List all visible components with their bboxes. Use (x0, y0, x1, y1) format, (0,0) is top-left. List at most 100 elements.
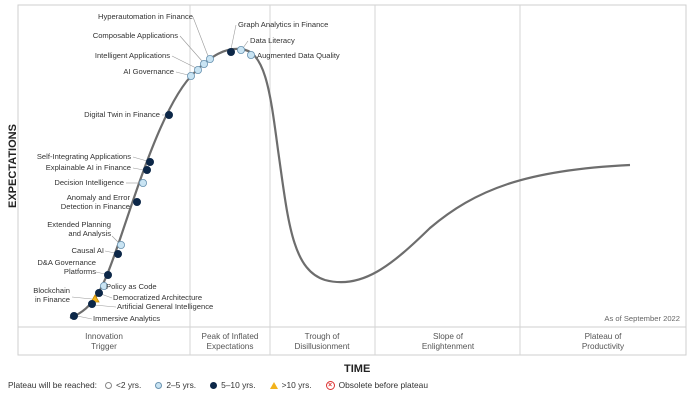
legend-label: 2–5 yrs. (166, 380, 197, 390)
leader-line (132, 156, 148, 162)
technology-label: Hyperautomation in Finance (98, 12, 193, 21)
leader-line (179, 35, 203, 62)
x-axis-title: TIME (344, 363, 370, 375)
technology-label: Detection in Finance (61, 202, 130, 211)
technology-label: Graph Analytics in Finance (238, 20, 328, 29)
leader-line (230, 24, 237, 50)
phase-label-line: Innovation (85, 332, 123, 341)
red-x-circle-icon: × (325, 380, 335, 390)
plot-frame (17, 4, 687, 356)
technology-layer: Hyperautomation in Finance Composable App… (33, 12, 340, 323)
technology-label: Extended Planning (47, 220, 111, 229)
legend-item-5to10: 5–10 yrs. (210, 380, 256, 390)
legend-item-gt10: >10 yrs. (269, 380, 312, 390)
technology-label: Democratized Architecture (113, 293, 202, 302)
leader-line (171, 55, 197, 69)
technology-label: Platforms (64, 267, 96, 276)
light-blue-circle-marker (186, 72, 195, 81)
dark-blue-circle-marker (145, 157, 154, 166)
technology-item: Graph Analytics in Finance (226, 20, 328, 57)
light-blue-circle-marker (193, 66, 202, 75)
as-of-note: As of September 2022 (604, 314, 680, 323)
phase-label-line: Peak of Inflated (202, 332, 259, 341)
technology-item: Hyperautomation in Finance (98, 12, 214, 64)
leader-line (76, 315, 93, 320)
leader-line (132, 167, 145, 171)
phase-label-line: Slope of (433, 332, 464, 341)
technology-item: Immersive Analytics (70, 311, 160, 323)
dark-blue-circle-marker (70, 311, 79, 320)
technology-item: Artificial General Intelligence (88, 299, 213, 311)
technology-label: in Finance (35, 295, 70, 304)
technology-item: Democratized Architecture (95, 288, 202, 302)
phase-label: Peak of Inflated Expectations (202, 332, 259, 351)
phase-label: Slope of Enlightenment (422, 332, 475, 351)
light-blue-circle-marker (100, 281, 109, 290)
technology-item: AI Governance (123, 67, 195, 81)
leader-line (175, 71, 189, 76)
technology-label: Composable Applications (93, 31, 178, 40)
legend-label: 5–10 yrs. (221, 380, 256, 390)
dark-blue-circle-icon (210, 381, 218, 389)
legend-title: Plateau will be reached: (8, 380, 97, 390)
phase-label: Innovation Trigger (85, 332, 123, 351)
legend: Plateau will be reached: <2 yrs. 2–5 yrs… (8, 378, 442, 392)
dark-blue-circle-marker (142, 165, 151, 174)
dark-blue-circle-marker (226, 48, 235, 57)
technology-item: Explainable AI in Finance (46, 163, 151, 174)
technology-label: Artificial General Intelligence (117, 302, 213, 311)
technology-label: D&A Governance (37, 258, 96, 267)
yellow-triangle-icon (269, 381, 278, 389)
hollow-circle-icon (104, 381, 112, 389)
phase-label-line: Enlightenment (422, 342, 475, 351)
technology-item: Policy as Code (100, 281, 157, 291)
technology-label: Immersive Analytics (93, 314, 160, 323)
dark-blue-circle-marker (132, 197, 141, 206)
technology-item: Decision Intelligence (54, 178, 147, 187)
leader-line (93, 304, 117, 308)
phase-label-line: Trigger (91, 342, 117, 351)
phase-label-line: Disillusionment (294, 342, 350, 351)
legend-item-obsolete: × Obsolete before plateau (325, 380, 428, 390)
technology-label: Data Literacy (250, 36, 295, 45)
leader-line (71, 296, 93, 300)
phase-label-line: Expectations (207, 342, 254, 351)
leader-line (100, 293, 113, 299)
leader-line (95, 271, 106, 275)
y-axis-title: EXPECTATIONS (7, 124, 19, 208)
phase-label: Trough of Disillusionment (294, 332, 350, 351)
phase-label-line: Plateau of (585, 332, 623, 341)
technology-label: Anomaly and Error (67, 193, 131, 202)
leader-line (111, 235, 120, 244)
light-blue-circle-marker (236, 46, 245, 55)
technology-item: Composable Applications (93, 31, 208, 69)
technology-label: Intelligent Applications (95, 51, 170, 60)
light-blue-circle-marker (246, 51, 255, 60)
technology-item: Intelligent Applications (95, 51, 202, 75)
technology-label: Decision Intelligence (54, 178, 124, 187)
technology-item: Self-Integrating Applications (37, 152, 154, 166)
phase-label-line: Trough of (305, 332, 340, 341)
leader-line (104, 250, 116, 254)
phase-label: Plateau of Productivity (582, 332, 625, 351)
technology-label: Augmented Data Quality (257, 51, 340, 60)
dark-blue-circle-marker (95, 288, 104, 297)
technology-label: Digital Twin in Finance (84, 110, 160, 119)
light-blue-circle-icon (155, 381, 163, 389)
technology-label: Explainable AI in Finance (46, 163, 131, 172)
phase-label-line: Productivity (582, 342, 625, 351)
dark-blue-circle-marker (104, 270, 113, 279)
legend-item-lt2: <2 yrs. (104, 380, 141, 390)
technology-item: Causal AI (71, 246, 123, 258)
light-blue-circle-marker (205, 55, 214, 64)
technology-item: Augmented Data Quality (246, 51, 340, 60)
dark-blue-circle-marker (114, 249, 123, 258)
legend-label: Obsolete before plateau (338, 380, 428, 390)
light-blue-circle-marker (117, 240, 126, 249)
light-blue-circle-marker (199, 60, 208, 69)
technology-label: AI Governance (123, 67, 174, 76)
